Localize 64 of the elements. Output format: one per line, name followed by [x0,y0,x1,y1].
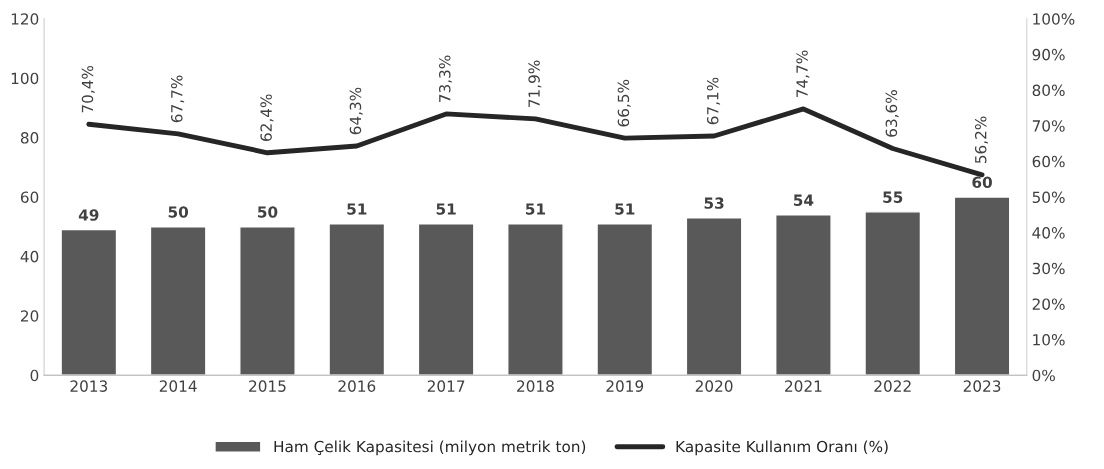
y-tick-label: 40 [20,250,39,263]
data-label: 49 [78,209,99,221]
data-label: 50 [258,206,278,218]
x-tick-label: 2019 [606,380,644,392]
data-label: 66,5% [617,79,631,127]
x-tick-label: 2021 [785,380,822,392]
data-label: 51 [347,203,367,215]
y-tick-label: 60 [20,191,39,203]
x-tick-label: 2020 [695,380,733,392]
data-label: 54 [793,194,814,206]
data-label: 60 [972,176,992,189]
y2-tick-label: 0% [1032,369,1055,382]
x-tick-label: 2014 [159,380,197,392]
y-tick-label: 0 [30,369,39,382]
data-label: 67,1% [706,77,721,125]
bar [864,211,922,376]
y2-tick-label: 40% [1032,227,1065,239]
y-tick-label: 120 [11,13,39,25]
x-tick-label: 2018 [517,380,554,392]
y2-tick-label: 20% [1032,298,1065,310]
data-label: 50 [168,206,189,218]
data-label: 64,3% [349,87,363,135]
x-tick-label: 2013 [70,380,108,392]
y2-tick-label: 80% [1032,84,1065,97]
bar [507,223,564,376]
y2-tick-label: 60% [1032,155,1065,168]
bar [60,228,118,376]
x-tick-label: 2017 [427,380,465,392]
data-label: 67,7% [171,75,185,123]
bar [149,225,207,376]
y2-tick-label: 70% [1032,120,1065,132]
data-label: 56,2% [974,116,989,164]
data-label: 71,9% [528,60,542,107]
y-tick-label: 80 [20,132,39,144]
y2-tick-label: 100% [1033,13,1075,25]
legend-label: Ham Çelik Kapasitesi (milyon metrik ton) [274,440,586,456]
x-tick-label: 2022 [874,380,911,392]
data-label: 63,6% [885,90,899,137]
data-label: 74,7% [796,50,810,97]
bar [775,214,832,376]
y2-tick-label: 30% [1032,262,1065,275]
bar [596,223,654,376]
data-label: 53 [704,197,724,209]
legend-label: Kapasite Kullanım Oranı (%) [676,440,888,456]
x-tick-label: 2016 [338,380,376,392]
bar [328,223,386,376]
data-label: 62,4% [260,94,274,142]
bar [685,217,743,376]
x-tick-label: 2023 [963,380,1001,392]
y2-tick-label: 10% [1033,334,1065,346]
y-tick-label: 20 [20,310,39,322]
data-label: 51 [436,203,456,215]
data-label: 73,3% [438,55,453,102]
data-label: 51 [615,203,635,215]
data-label: 55 [883,191,903,203]
x-tick-label: 2015 [249,380,286,392]
y2-tick-label: 50% [1032,191,1065,203]
y-tick-label: 100 [11,72,39,85]
data-label: 70,4% [81,65,95,113]
data-label: 51 [525,203,546,215]
bar [239,225,296,376]
bar [953,196,1011,376]
bar [417,223,475,376]
y2-tick-label: 90% [1032,48,1065,61]
